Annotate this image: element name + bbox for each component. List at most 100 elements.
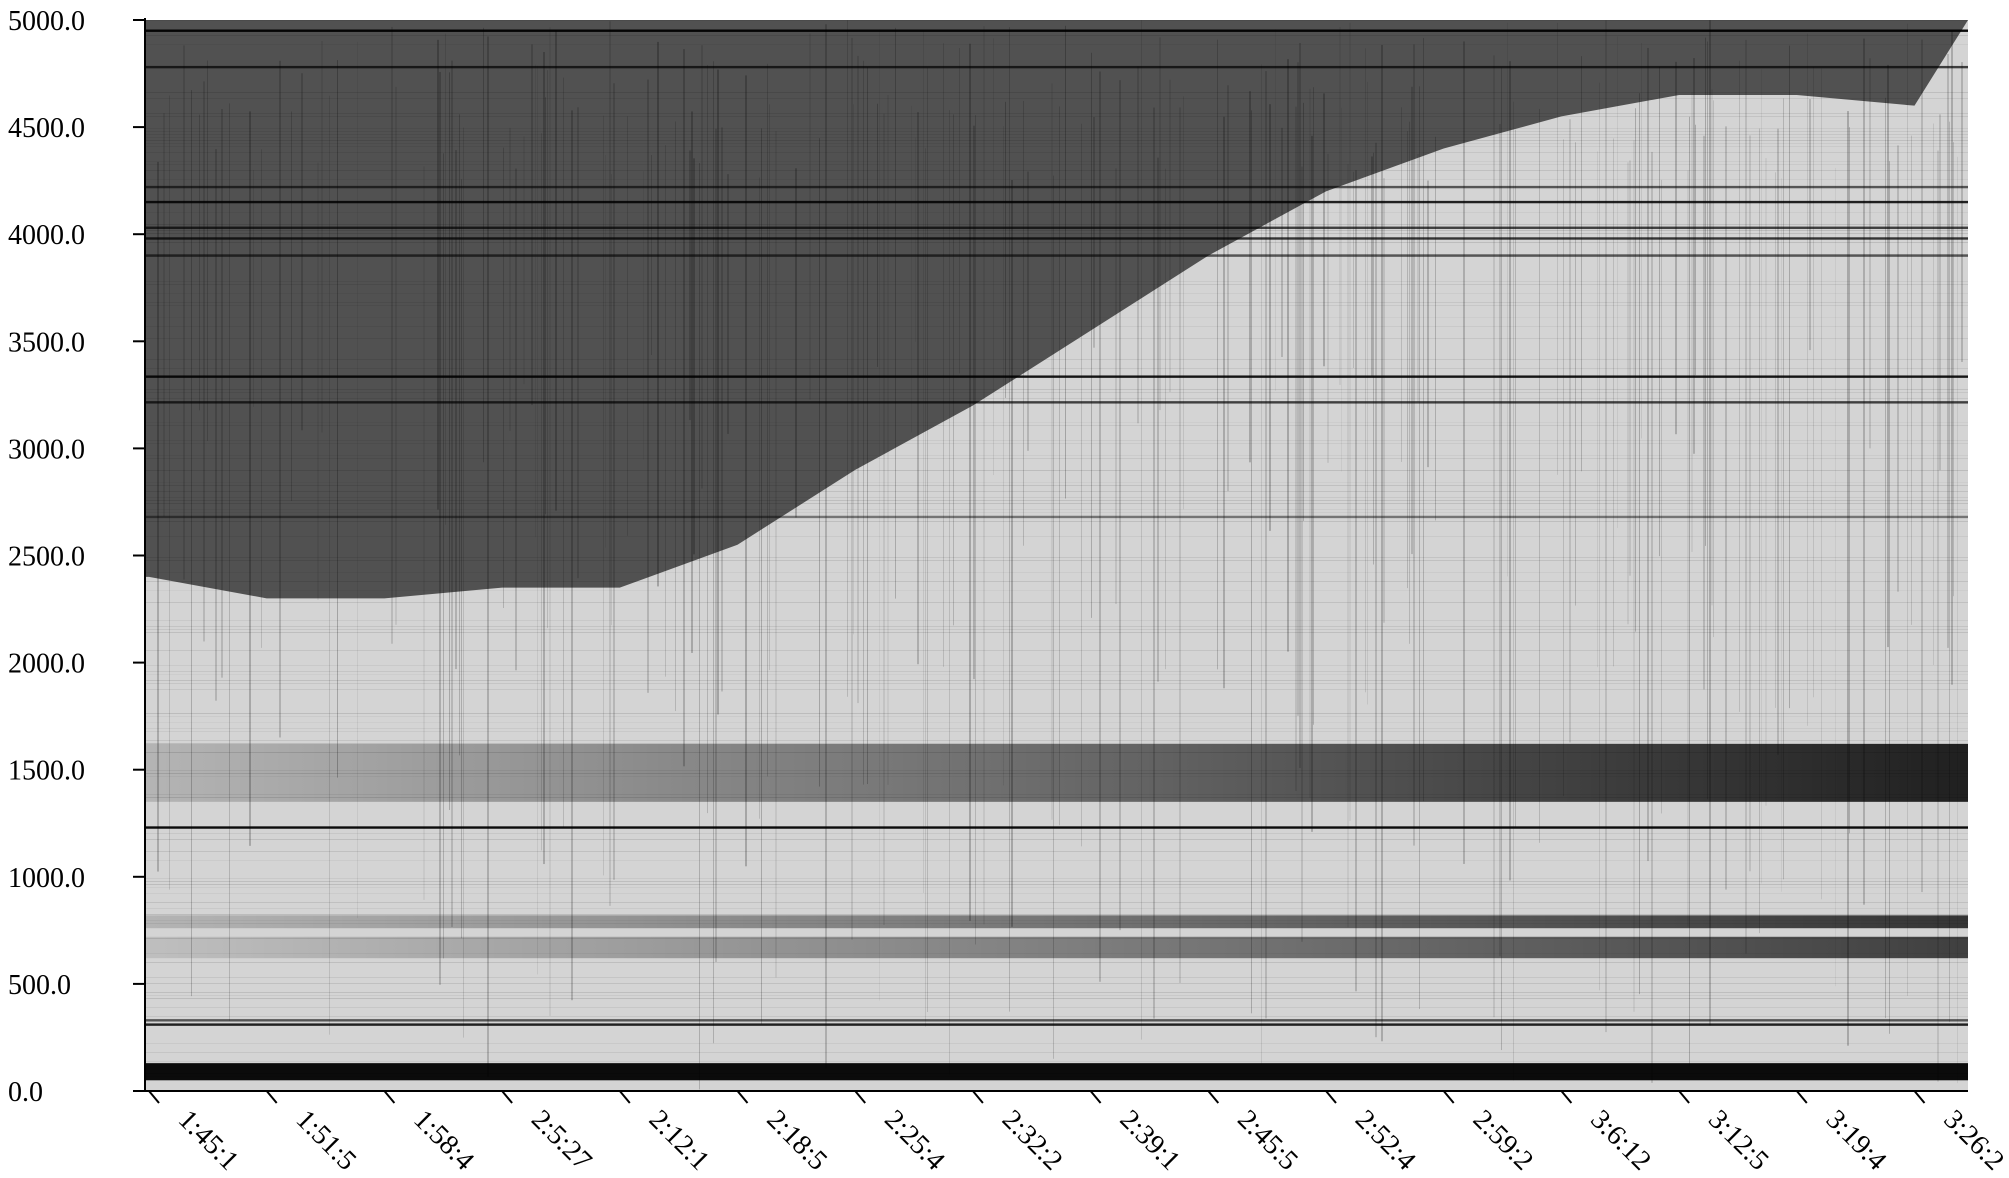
horizontal-streak (145, 773, 1968, 774)
vertical-streak (1419, 86, 1420, 1010)
vertical-streak (707, 64, 708, 814)
vertical-streak (1887, 64, 1889, 648)
horizontal-streak (145, 602, 1968, 603)
vertical-streak (1053, 175, 1054, 1059)
vertical-streak (1349, 22, 1351, 821)
horizontal-streak (145, 557, 1968, 558)
vertical-streak (953, 114, 954, 626)
horizontal-streak (145, 716, 1968, 717)
horizontal-streak (145, 92, 1968, 93)
vertical-streak (317, 162, 319, 600)
vertical-streak (627, 116, 628, 536)
horizontal-streak (145, 998, 1968, 999)
vertical-streak (1367, 81, 1368, 705)
vertical-streak (1629, 160, 1631, 576)
horizontal-streak (145, 731, 1968, 732)
vertical-streak (1501, 67, 1502, 1051)
vertical-streak (1759, 128, 1760, 934)
horizontal-streak (145, 293, 1968, 294)
vertical-streak (571, 110, 573, 1001)
horizontal-streak (145, 1061, 1968, 1062)
horizontal-streak (145, 680, 1968, 681)
vertical-streak (1889, 161, 1890, 1034)
vertical-streak (895, 27, 896, 599)
horizontal-streak (145, 503, 1968, 504)
vertical-streak (487, 36, 489, 1077)
vertical-streak (975, 115, 976, 945)
x-tick (1678, 1090, 1690, 1104)
vertical-streak (759, 177, 760, 819)
vertical-streak (795, 168, 797, 518)
vertical-streak (853, 104, 854, 635)
x-tick-label: 2:59:2 (1467, 1104, 1540, 1177)
vertical-streak (851, 37, 853, 940)
vertical-streak (329, 95, 330, 1035)
vertical-streak (1011, 179, 1013, 927)
frequency-line (145, 65, 1968, 69)
vertical-streak (515, 168, 517, 671)
x-tick (972, 1090, 984, 1104)
vertical-streak (1281, 127, 1283, 357)
vertical-streak (1709, 20, 1711, 1026)
vertical-streak (1939, 114, 1941, 471)
vertical-streak (1499, 124, 1501, 957)
x-tick-label: 2:52:4 (1349, 1104, 1422, 1177)
horizontal-streak (145, 908, 1968, 909)
x-tick-label: 2:12:1 (643, 1104, 716, 1177)
vertical-streak (1705, 37, 1706, 546)
vertical-streak (767, 63, 768, 777)
vertical-streak (887, 95, 889, 785)
vertical-streak (1557, 22, 1558, 475)
horizontal-streak (145, 1076, 1968, 1077)
vertical-streak (215, 149, 217, 701)
vertical-streak (461, 179, 462, 939)
vertical-streak (1137, 66, 1139, 424)
vertical-streak (1297, 62, 1299, 716)
vertical-streak (1617, 36, 1618, 528)
horizontal-streak (145, 35, 1968, 36)
vertical-streak (949, 110, 950, 1075)
vertical-streak (437, 39, 439, 510)
x-tick (383, 1090, 396, 1104)
x-tick (501, 1090, 513, 1104)
horizontal-streak (145, 98, 1968, 99)
vertical-streak (657, 41, 659, 587)
vertical-streak (1835, 167, 1836, 987)
horizontal-streak (145, 491, 1968, 492)
x-tick-label: 3:12:5 (1702, 1104, 1775, 1177)
horizontal-streak (145, 512, 1968, 513)
vertical-streak (1373, 152, 1374, 565)
vertical-streak (229, 103, 230, 1021)
vertical-streak (1539, 108, 1540, 843)
vertical-streak (883, 113, 885, 925)
vertical-streak (1371, 156, 1373, 377)
horizontal-streak (145, 137, 1968, 138)
vertical-streak (1847, 111, 1849, 1046)
vertical-streak (1091, 52, 1092, 618)
vertical-streak (1065, 25, 1066, 499)
vertical-streak (665, 145, 666, 677)
x-tick (1913, 1090, 1926, 1104)
vertical-streak (301, 73, 303, 431)
vertical-streak (1009, 27, 1010, 1012)
vertical-streak (451, 60, 453, 927)
vertical-streak (1141, 20, 1142, 1040)
vertical-streak (1711, 89, 1713, 606)
vertical-streak (1303, 102, 1304, 521)
vertical-streak (1821, 68, 1822, 900)
horizontal-streak (145, 833, 1968, 834)
horizontal-streak (145, 794, 1968, 795)
vertical-streak (1301, 166, 1303, 942)
x-tick-label: 3:26:2 (1938, 1104, 2009, 1177)
horizontal-streak (145, 776, 1968, 777)
vertical-streak (1687, 170, 1689, 927)
horizontal-streak (145, 797, 1968, 798)
vertical-streak (563, 77, 564, 828)
vertical-streak (699, 163, 700, 1090)
vertical-streak (1563, 139, 1564, 797)
vertical-streak (715, 128, 717, 963)
horizontal-streak (145, 983, 1968, 984)
vertical-streak (1707, 41, 1708, 800)
vertical-streak (207, 60, 208, 441)
